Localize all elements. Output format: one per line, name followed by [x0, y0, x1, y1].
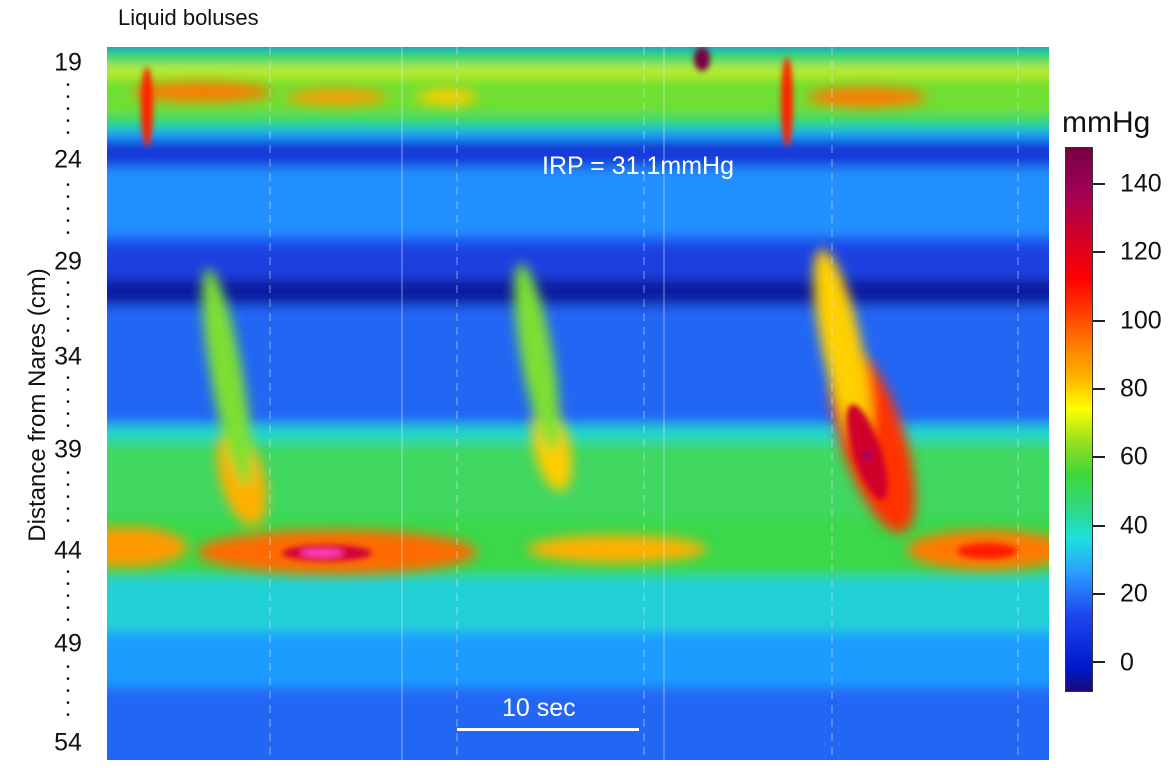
y-minor-ticks: • • • • • [66, 468, 70, 527]
y-tick-label: 19 [54, 48, 82, 77]
colorbar [1065, 147, 1093, 692]
irp-annotation: IRP = 31.1mmHg [542, 152, 734, 180]
y-tick-label: 29 [54, 247, 82, 276]
colorbar-tick [1093, 388, 1105, 390]
y-tick-label: 24 [54, 145, 82, 174]
y-minor-ticks: • • • • • [66, 80, 70, 139]
colorbar-tick [1093, 661, 1105, 663]
colorbar-tick-label: 20 [1120, 579, 1148, 608]
colorbar-tick [1093, 525, 1105, 527]
y-minor-ticks: • • • • • [66, 373, 70, 432]
colorbar-tick-label: 60 [1120, 442, 1148, 471]
y-tick-label: 49 [54, 629, 82, 658]
colorbar-tick-label: 0 [1120, 648, 1134, 677]
pressure-topography-heatmap [107, 47, 1049, 760]
y-tick-label: 54 [54, 728, 82, 757]
y-minor-ticks: • • • • • [66, 180, 70, 239]
y-axis-label: Distance from Nares (cm) [24, 268, 51, 542]
time-scale-bar [457, 728, 639, 731]
colorbar-tick [1093, 251, 1105, 253]
y-tick-label: 34 [54, 342, 82, 371]
colorbar-tick [1093, 593, 1105, 595]
colorbar-tick-label: 80 [1120, 374, 1148, 403]
colorbar-title: mmHg [1062, 106, 1151, 139]
colorbar-tick-label: 140 [1120, 169, 1162, 198]
heatmap-svg [107, 47, 1049, 760]
colorbar-tick [1093, 183, 1105, 185]
chart-title: Liquid boluses [118, 5, 259, 30]
y-tick-label: 39 [54, 435, 82, 464]
colorbar-tick [1093, 320, 1105, 322]
colorbar-tick-label: 40 [1120, 511, 1148, 540]
y-tick-label: 44 [54, 536, 82, 565]
colorbar-tick-label: 100 [1120, 306, 1162, 335]
y-minor-ticks: • • • • • [66, 278, 70, 337]
y-minor-ticks: • • • • • [66, 662, 70, 721]
y-minor-ticks: • • • • • [66, 567, 70, 626]
colorbar-tick-label: 120 [1120, 237, 1162, 266]
colorbar-tick [1093, 456, 1105, 458]
time-scale-label: 10 sec [502, 694, 576, 722]
